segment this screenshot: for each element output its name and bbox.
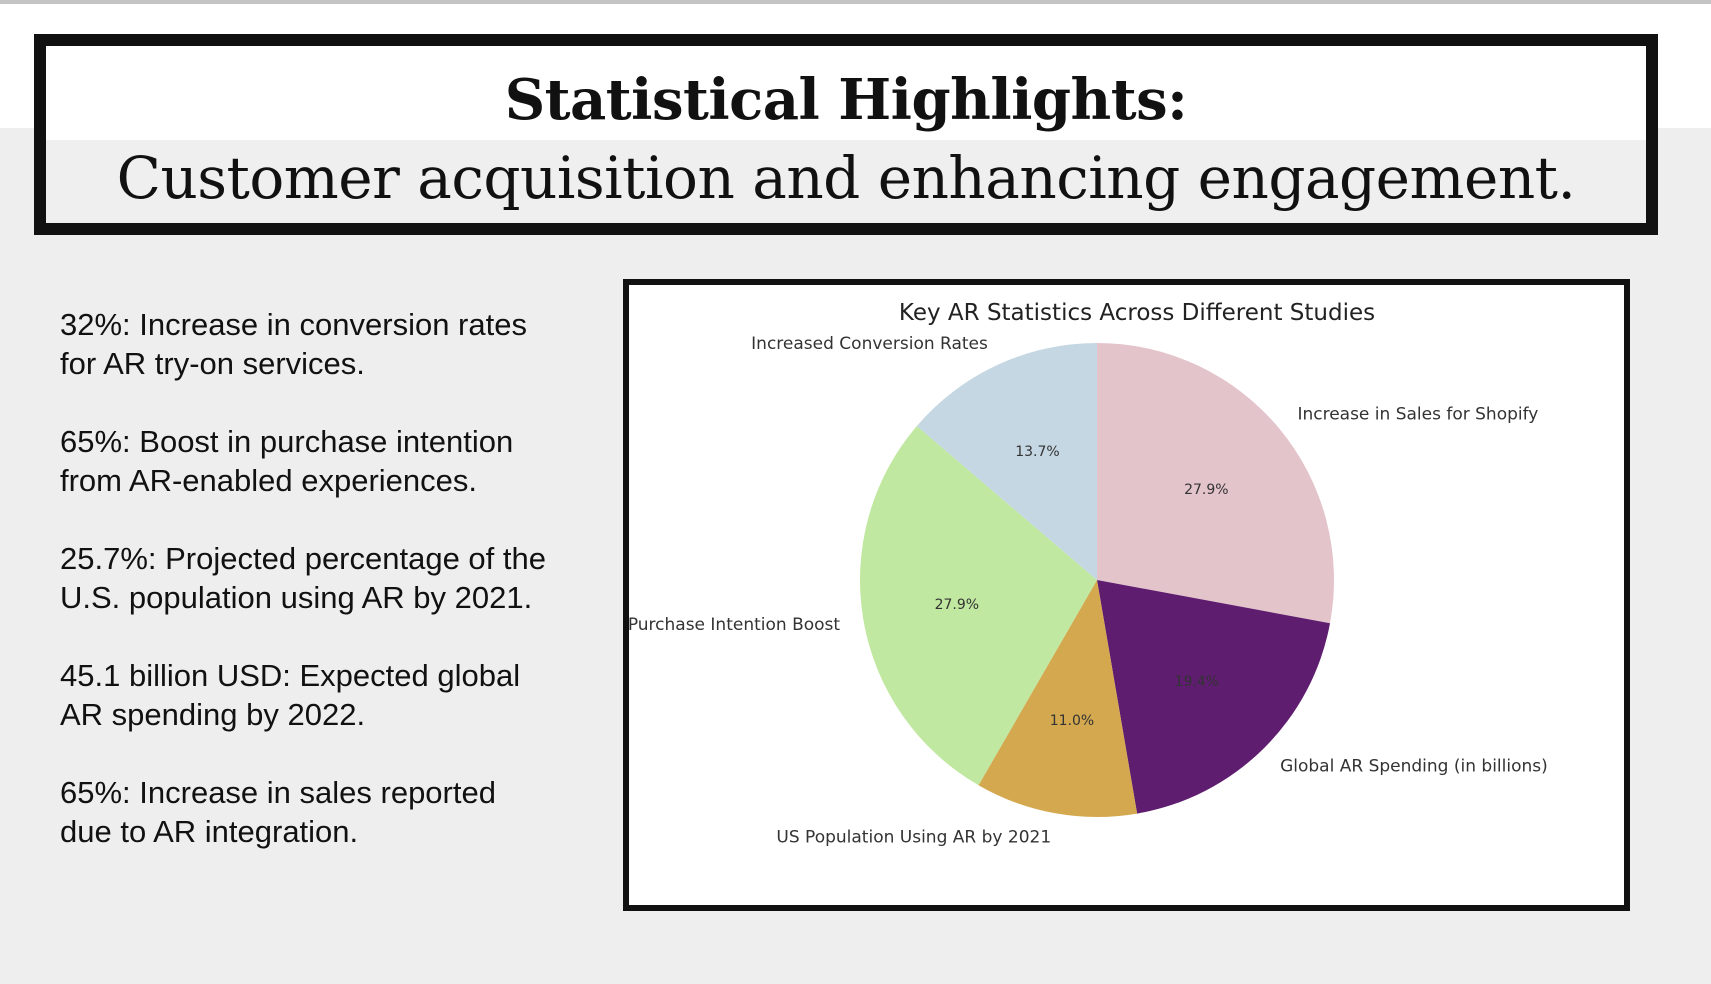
pie-slice-label: Purchase Intention Boost xyxy=(629,615,840,635)
stat-line: 25.7%: Projected percentage of the xyxy=(60,541,546,576)
pie-percent-label: 27.9% xyxy=(935,597,979,613)
pie-slice xyxy=(1097,343,1334,624)
pie-slice xyxy=(860,426,1097,786)
pie-slice xyxy=(978,580,1138,818)
stat-line: AR spending by 2022. xyxy=(60,697,366,732)
pie-percent-label: 13.7% xyxy=(1015,444,1059,460)
pie-slice-label: Global AR Spending (in billions) xyxy=(1280,757,1548,777)
pie-chart: Key AR Statistics Across Different Studi… xyxy=(629,300,1548,848)
chart-frame: Key AR Statistics Across Different Studi… xyxy=(623,279,1630,911)
pie-percent-label: 19.4% xyxy=(1175,674,1219,690)
chart-title: Key AR Statistics Across Different Studi… xyxy=(899,300,1375,326)
stat-line: 65%: Increase in sales reported xyxy=(60,775,496,810)
pie-slice-label: US Population Using AR by 2021 xyxy=(776,828,1051,848)
pie-percent-label: 27.9% xyxy=(1184,482,1228,498)
stat-line: 32%: Increase in conversion rates xyxy=(60,307,527,342)
pie-slice-label: Increase in Sales for Shopify xyxy=(1297,404,1538,424)
stat-line: due to AR integration. xyxy=(60,814,359,849)
stat-item: 32%: Increase in conversion rates for AR… xyxy=(60,305,620,383)
stat-item: 65%: Increase in sales reported due to A… xyxy=(60,773,620,851)
stats-list: 32%: Increase in conversion rates for AR… xyxy=(60,305,620,890)
pie-slice xyxy=(1097,580,1331,814)
pie-percent-label: 11.0% xyxy=(1050,713,1094,729)
stat-line: from AR-enabled experiences. xyxy=(60,463,478,498)
stat-line: 65%: Boost in purchase intention xyxy=(60,424,514,459)
page-subtitle: Customer acquisition and enhancing engag… xyxy=(116,144,1576,212)
stat-item: 65%: Boost in purchase intention from AR… xyxy=(60,422,620,500)
pie-slice-label: Increased Conversion Rates xyxy=(751,334,988,354)
stat-line: U.S. population using AR by 2021. xyxy=(60,580,533,615)
pie-slices xyxy=(860,343,1334,818)
stat-line: 45.1 billion USD: Expected global xyxy=(60,658,521,693)
pie-labels: 27.9% Increase in Sales for Shopify 19.4% G… xyxy=(629,334,1548,847)
stat-item: 45.1 billion USD: Expected global AR spe… xyxy=(60,656,620,734)
stat-item: 25.7%: Projected percentage of the U.S. … xyxy=(60,539,620,617)
page-title: Statistical Highlights: xyxy=(504,67,1188,133)
stat-line: for AR try-on services. xyxy=(60,346,365,381)
top-rule xyxy=(0,0,1711,4)
title-box: Statistical Highlights: Customer acquisi… xyxy=(34,34,1658,235)
pie-slice xyxy=(916,343,1097,580)
